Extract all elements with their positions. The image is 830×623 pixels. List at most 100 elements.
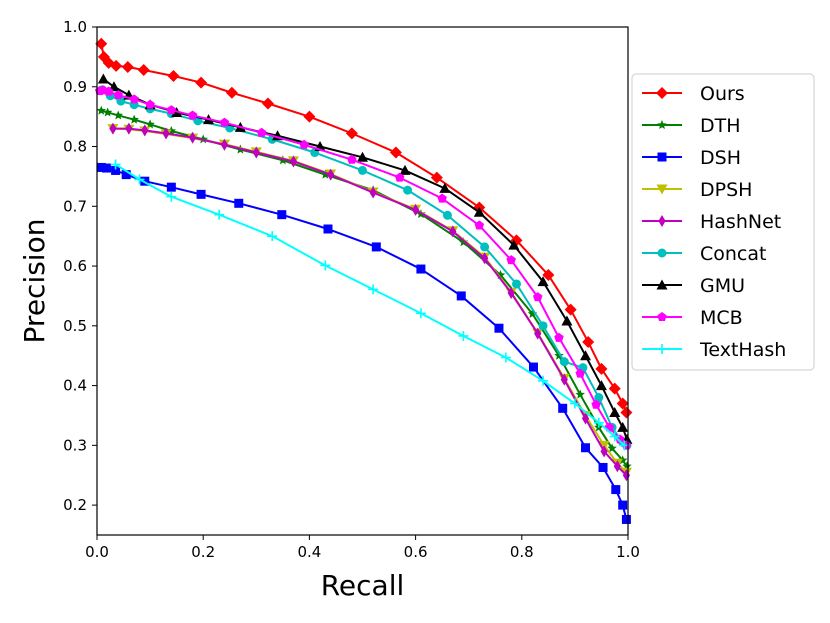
data-point-hashnet bbox=[188, 131, 197, 144]
data-point-dsh bbox=[102, 163, 112, 173]
data-point-dsh bbox=[494, 323, 504, 333]
legend-item-ours: Ours bbox=[642, 83, 745, 105]
data-point-concat bbox=[442, 210, 452, 220]
data-point-texthash bbox=[569, 398, 580, 409]
data-point-ours bbox=[195, 76, 208, 89]
data-point-ours bbox=[261, 97, 274, 110]
data-point-hashnet bbox=[109, 122, 117, 135]
data-point-gmu bbox=[537, 276, 549, 287]
data-point-dth bbox=[166, 125, 177, 136]
y-tick-label: 0.4 bbox=[63, 377, 87, 395]
data-point-gmu bbox=[580, 350, 592, 361]
data-point-dsh bbox=[196, 189, 206, 199]
data-point-ours bbox=[608, 382, 621, 395]
data-point-dth bbox=[622, 461, 632, 471]
data-point-hashnet bbox=[507, 286, 515, 299]
data-point-hashnet bbox=[613, 460, 621, 473]
legend-marker-gmu bbox=[656, 279, 668, 290]
series-line-hashnet bbox=[112, 127, 628, 476]
data-point-ours bbox=[582, 335, 595, 348]
data-point-gmu bbox=[399, 164, 411, 175]
data-point-ours bbox=[121, 61, 134, 74]
series-line-concat bbox=[101, 88, 628, 447]
data-point-hashnet bbox=[534, 327, 542, 340]
series-ours bbox=[95, 37, 633, 419]
data-point-dsh bbox=[416, 264, 426, 274]
data-point-dsh bbox=[598, 462, 608, 472]
data-point-dsh bbox=[166, 182, 176, 192]
legend-label-hashnet: HashNet bbox=[700, 211, 781, 233]
legend-label-mcb: MCB bbox=[700, 307, 743, 329]
x-tick-label: 0.4 bbox=[297, 543, 321, 561]
legend-marker-dpsh bbox=[656, 184, 668, 195]
x-axis-label: Recall bbox=[321, 569, 405, 602]
data-point-dsh bbox=[611, 485, 621, 495]
data-point-hashnet bbox=[449, 225, 457, 238]
data-point-texthash bbox=[320, 260, 331, 271]
data-point-dth bbox=[198, 134, 208, 144]
legend-marker-hashnet bbox=[658, 215, 666, 227]
y-tick-label: 1.0 bbox=[63, 18, 87, 36]
legend-item-texthash: TextHash bbox=[642, 339, 786, 361]
legend-label-concat: Concat bbox=[700, 243, 766, 265]
data-point-dth bbox=[458, 237, 469, 247]
legend-marker-texthash bbox=[657, 344, 667, 354]
series-dpsh bbox=[107, 124, 632, 478]
data-point-texthash bbox=[593, 417, 604, 428]
data-point-texthash bbox=[134, 174, 145, 185]
data-point-gmu bbox=[473, 206, 485, 217]
data-point-concat bbox=[538, 321, 548, 331]
data-point-gmu bbox=[97, 73, 109, 84]
data-point-ours bbox=[345, 127, 358, 140]
legend-label-dpsh: DPSH bbox=[700, 179, 752, 201]
legend-item-concat: Concat bbox=[642, 243, 766, 265]
data-point-dsh bbox=[234, 198, 244, 208]
y-tick-label: 0.3 bbox=[63, 436, 87, 454]
data-point-mcb bbox=[103, 86, 114, 96]
y-tick-label: 0.6 bbox=[63, 257, 87, 275]
data-point-ours bbox=[430, 171, 443, 184]
legend-label-dth: DTH bbox=[700, 115, 741, 137]
y-axis-label: Precision bbox=[18, 219, 51, 344]
data-point-dsh bbox=[323, 224, 333, 234]
data-point-texthash bbox=[214, 209, 225, 220]
legend-label-texthash: TextHash bbox=[699, 339, 786, 361]
data-point-texthash bbox=[538, 375, 549, 386]
data-point-mcb bbox=[591, 399, 601, 409]
data-point-hashnet bbox=[581, 412, 590, 425]
data-point-concat bbox=[480, 242, 490, 252]
legend-item-hashnet: HashNet bbox=[642, 211, 781, 233]
legend-marker-dth bbox=[657, 120, 667, 130]
data-point-mcb bbox=[575, 368, 585, 378]
data-point-mcb bbox=[113, 90, 123, 100]
data-point-mcb bbox=[532, 292, 543, 302]
data-point-gmu bbox=[595, 380, 607, 391]
data-point-mcb bbox=[506, 255, 516, 265]
legend-box bbox=[631, 73, 815, 371]
x-tick-label: 0.8 bbox=[510, 543, 534, 561]
data-point-mcb bbox=[187, 110, 198, 120]
data-point-hashnet bbox=[141, 124, 149, 137]
data-point-gmu bbox=[561, 315, 573, 326]
series-line-mcb bbox=[99, 89, 628, 447]
data-point-texthash bbox=[500, 352, 511, 363]
data-point-dth bbox=[554, 350, 564, 360]
data-point-dth bbox=[145, 119, 155, 129]
data-point-dth bbox=[96, 105, 107, 115]
y-tick-label: 0.9 bbox=[63, 78, 87, 96]
legend-label-gmu: GMU bbox=[700, 275, 745, 297]
data-point-hashnet bbox=[327, 168, 335, 181]
data-point-concat bbox=[559, 357, 569, 367]
data-point-gmu bbox=[617, 421, 629, 432]
y-tick-label: 0.5 bbox=[63, 317, 87, 335]
data-point-gmu bbox=[609, 406, 621, 417]
data-point-hashnet bbox=[560, 373, 568, 386]
data-point-dth bbox=[495, 270, 506, 280]
data-point-mcb bbox=[299, 139, 309, 149]
series-line-dsh bbox=[101, 166, 628, 520]
data-point-ours bbox=[95, 37, 108, 50]
data-point-hashnet bbox=[600, 445, 608, 458]
data-point-hashnet bbox=[622, 469, 631, 482]
y-tick-label: 0.7 bbox=[63, 197, 87, 215]
data-point-mcb bbox=[129, 94, 139, 104]
